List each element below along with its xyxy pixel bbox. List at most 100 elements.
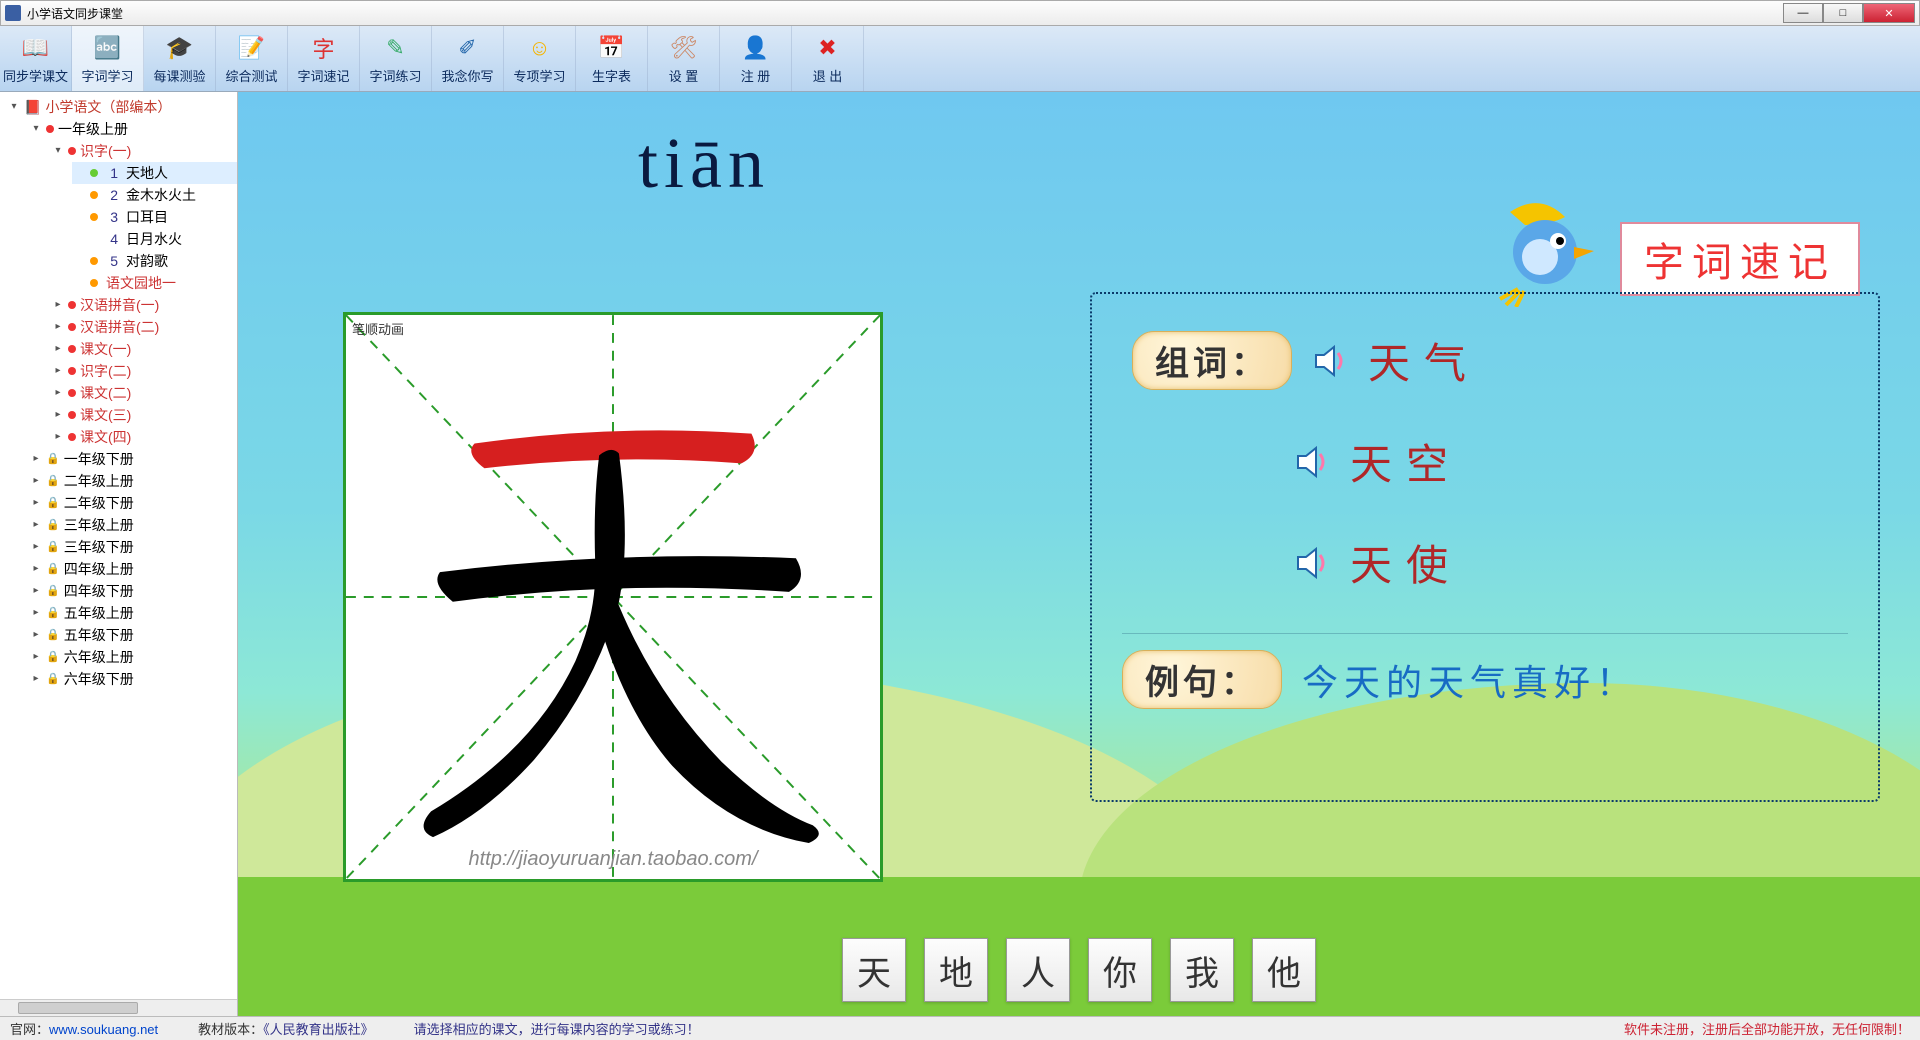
toolbar-button-8[interactable]: 📅 生字表 [576,26,648,91]
window-close-button[interactable]: ✕ [1863,3,1915,23]
stroke-order-box: 笔顺动画 http://jiaoyuruanjian.taobao.com/ [343,312,883,882]
tree-grade[interactable]: ▸🔒三年级上册 [28,514,237,536]
tree-lesson[interactable]: 语文园地一 [72,272,237,294]
toolbar-icon: 📖 [20,32,52,64]
window-titlebar: 小学语文同步课堂 — □ ✕ [0,0,1920,26]
character-button[interactable]: 你 [1088,938,1152,1002]
tree-grade[interactable]: ▾一年级上册 [28,118,237,140]
liju-label: 例句： [1122,650,1282,709]
toolbar-label: 退 出 [813,66,843,85]
toolbar-button-2[interactable]: 🎓 每课测验 [144,26,216,91]
lesson-tree-sidebar[interactable]: ▾📕小学语文（部编本）▾一年级上册▾识字(一)1天地人2金木水火土3口耳目4日月… [0,92,238,1016]
speed-memory-button[interactable]: 字词速记 [1620,222,1860,296]
word-text: 天空 [1350,431,1462,492]
example-sentence: 今天的天气真好！ [1302,654,1638,706]
toolbar-icon: 📅 [596,32,628,64]
status-bar: 官网：www.soukuang.net 教材版本：《人民教育出版社》 请选择相应… [0,1016,1920,1040]
tree-grade[interactable]: ▸🔒二年级下册 [28,492,237,514]
divider [1122,633,1848,634]
word-panel: 组词： 天气 天空 天使 例句： 今天的天气真好！ [1090,292,1880,802]
tree-grade[interactable]: ▸🔒五年级上册 [28,602,237,624]
toolbar-label: 专项学习 [513,66,565,85]
version-label: 教材版本： [198,1022,263,1037]
tree-unit[interactable]: ▸汉语拼音(二) [50,316,237,338]
window-minimize-button[interactable]: — [1783,3,1823,23]
toolbar-button-10[interactable]: 👤 注 册 [720,26,792,91]
toolbar-label: 字词学习 [81,66,133,85]
character-button[interactable]: 地 [924,938,988,1002]
bird-icon [1490,197,1600,307]
sidebar-scrollbar[interactable] [0,999,237,1016]
tree-root[interactable]: ▾📕小学语文（部编本） [6,96,237,118]
tree-grade[interactable]: ▸🔒三年级下册 [28,536,237,558]
character-selector-bar: 天地人你我他 [842,938,1316,1002]
tree-grade[interactable]: ▸🔒六年级下册 [28,668,237,690]
zuci-label: 组词： [1132,331,1292,390]
tree-grade[interactable]: ▸🔒二年级上册 [28,470,237,492]
site-label: 官网： [10,1022,49,1037]
tree-lesson[interactable]: 2金木水火土 [72,184,237,206]
tree-unit[interactable]: ▸课文(一) [50,338,237,360]
registration-notice: 软件未注册，注册后全部功能开放，无任何限制！ [1624,1019,1910,1038]
window-maximize-button[interactable]: □ [1823,3,1863,23]
toolbar-button-3[interactable]: 📝 综合测试 [216,26,288,91]
toolbar-label: 每课测验 [153,66,205,85]
toolbar-button-1[interactable]: 🔤 字词学习 [72,26,144,91]
toolbar-icon: 🛠 [668,32,700,64]
toolbar-icon: ✖ [812,32,844,64]
tree-unit[interactable]: ▸课文(三) [50,404,237,426]
toolbar-button-5[interactable]: ✎ 字词练习 [360,26,432,91]
toolbar-label: 综合测试 [225,66,277,85]
site-link[interactable]: www.soukuang.net [49,1022,158,1037]
status-hint: 请选择相应的课文，进行每课内容的学习或练习！ [414,1019,700,1038]
toolbar-button-4[interactable]: 字字词速记 [288,26,360,91]
toolbar-button-11[interactable]: ✖ 退 出 [792,26,864,91]
toolbar-icon: 字 [308,32,340,64]
toolbar-icon: 📝 [236,32,268,64]
toolbar-label: 同步学课文 [3,66,68,85]
tree-grade[interactable]: ▸🔒五年级下册 [28,624,237,646]
speaker-icon[interactable] [1292,543,1332,583]
pinyin-display: tiān [638,122,770,205]
toolbar-button-0[interactable]: 📖 同步学课文 [0,26,72,91]
toolbar-icon: ☺ [524,32,556,64]
tree-grade[interactable]: ▸🔒四年级下册 [28,580,237,602]
tree-lesson[interactable]: 4日月水火 [72,228,237,250]
word-text: 天气 [1368,330,1480,391]
tree-grade[interactable]: ▸🔒六年级上册 [28,646,237,668]
speaker-icon[interactable] [1310,341,1350,381]
toolbar-button-9[interactable]: 🛠设 置 [648,26,720,91]
character-button[interactable]: 他 [1252,938,1316,1002]
tree-unit[interactable]: ▾识字(一) [50,140,237,162]
tree-lesson[interactable]: 1天地人 [72,162,237,184]
content-pane: tiān 笔顺动画 http://jiaoyuruanjian.taobao.c… [238,92,1920,1016]
character-button[interactable]: 人 [1006,938,1070,1002]
tree-grade[interactable]: ▸🔒一年级下册 [28,448,237,470]
character-button[interactable]: 我 [1170,938,1234,1002]
toolbar-label: 我念你写 [441,66,493,85]
tree-unit[interactable]: ▸课文(四) [50,426,237,448]
watermark-text: http://jiaoyuruanjian.taobao.com/ [346,848,880,871]
tree-lesson[interactable]: 5对韵歌 [72,250,237,272]
version-value: 《人民教育出版社》 [263,1022,374,1037]
toolbar-icon: 🔤 [92,32,124,64]
toolbar-label: 注 册 [741,66,771,85]
toolbar-button-6[interactable]: ✐ 我念你写 [432,26,504,91]
tree-unit[interactable]: ▸识字(二) [50,360,237,382]
tree-lesson[interactable]: 3口耳目 [72,206,237,228]
tree-unit[interactable]: ▸课文(二) [50,382,237,404]
toolbar-icon: 👤 [740,32,772,64]
toolbar-icon: ✐ [452,32,484,64]
word-text: 天使 [1350,532,1462,593]
toolbar-label: 生字表 [592,66,631,85]
toolbar-button-7[interactable]: ☺ 专项学习 [504,26,576,91]
tree-unit[interactable]: ▸汉语拼音(一) [50,294,237,316]
speaker-icon[interactable] [1292,442,1332,482]
tree-grade[interactable]: ▸🔒四年级上册 [28,558,237,580]
toolbar-icon: ✎ [380,32,412,64]
main-toolbar: 📖 同步学课文 🔤 字词学习 🎓 每课测验 📝 综合测试字字词速记 ✎ 字词练习 ✐ 我念你写 ☺ 专项学… [0,26,1920,92]
window-title: 小学语文同步课堂 [27,5,123,22]
toolbar-label: 字词练习 [369,66,421,85]
toolbar-icon: 🎓 [164,32,196,64]
character-button[interactable]: 天 [842,938,906,1002]
